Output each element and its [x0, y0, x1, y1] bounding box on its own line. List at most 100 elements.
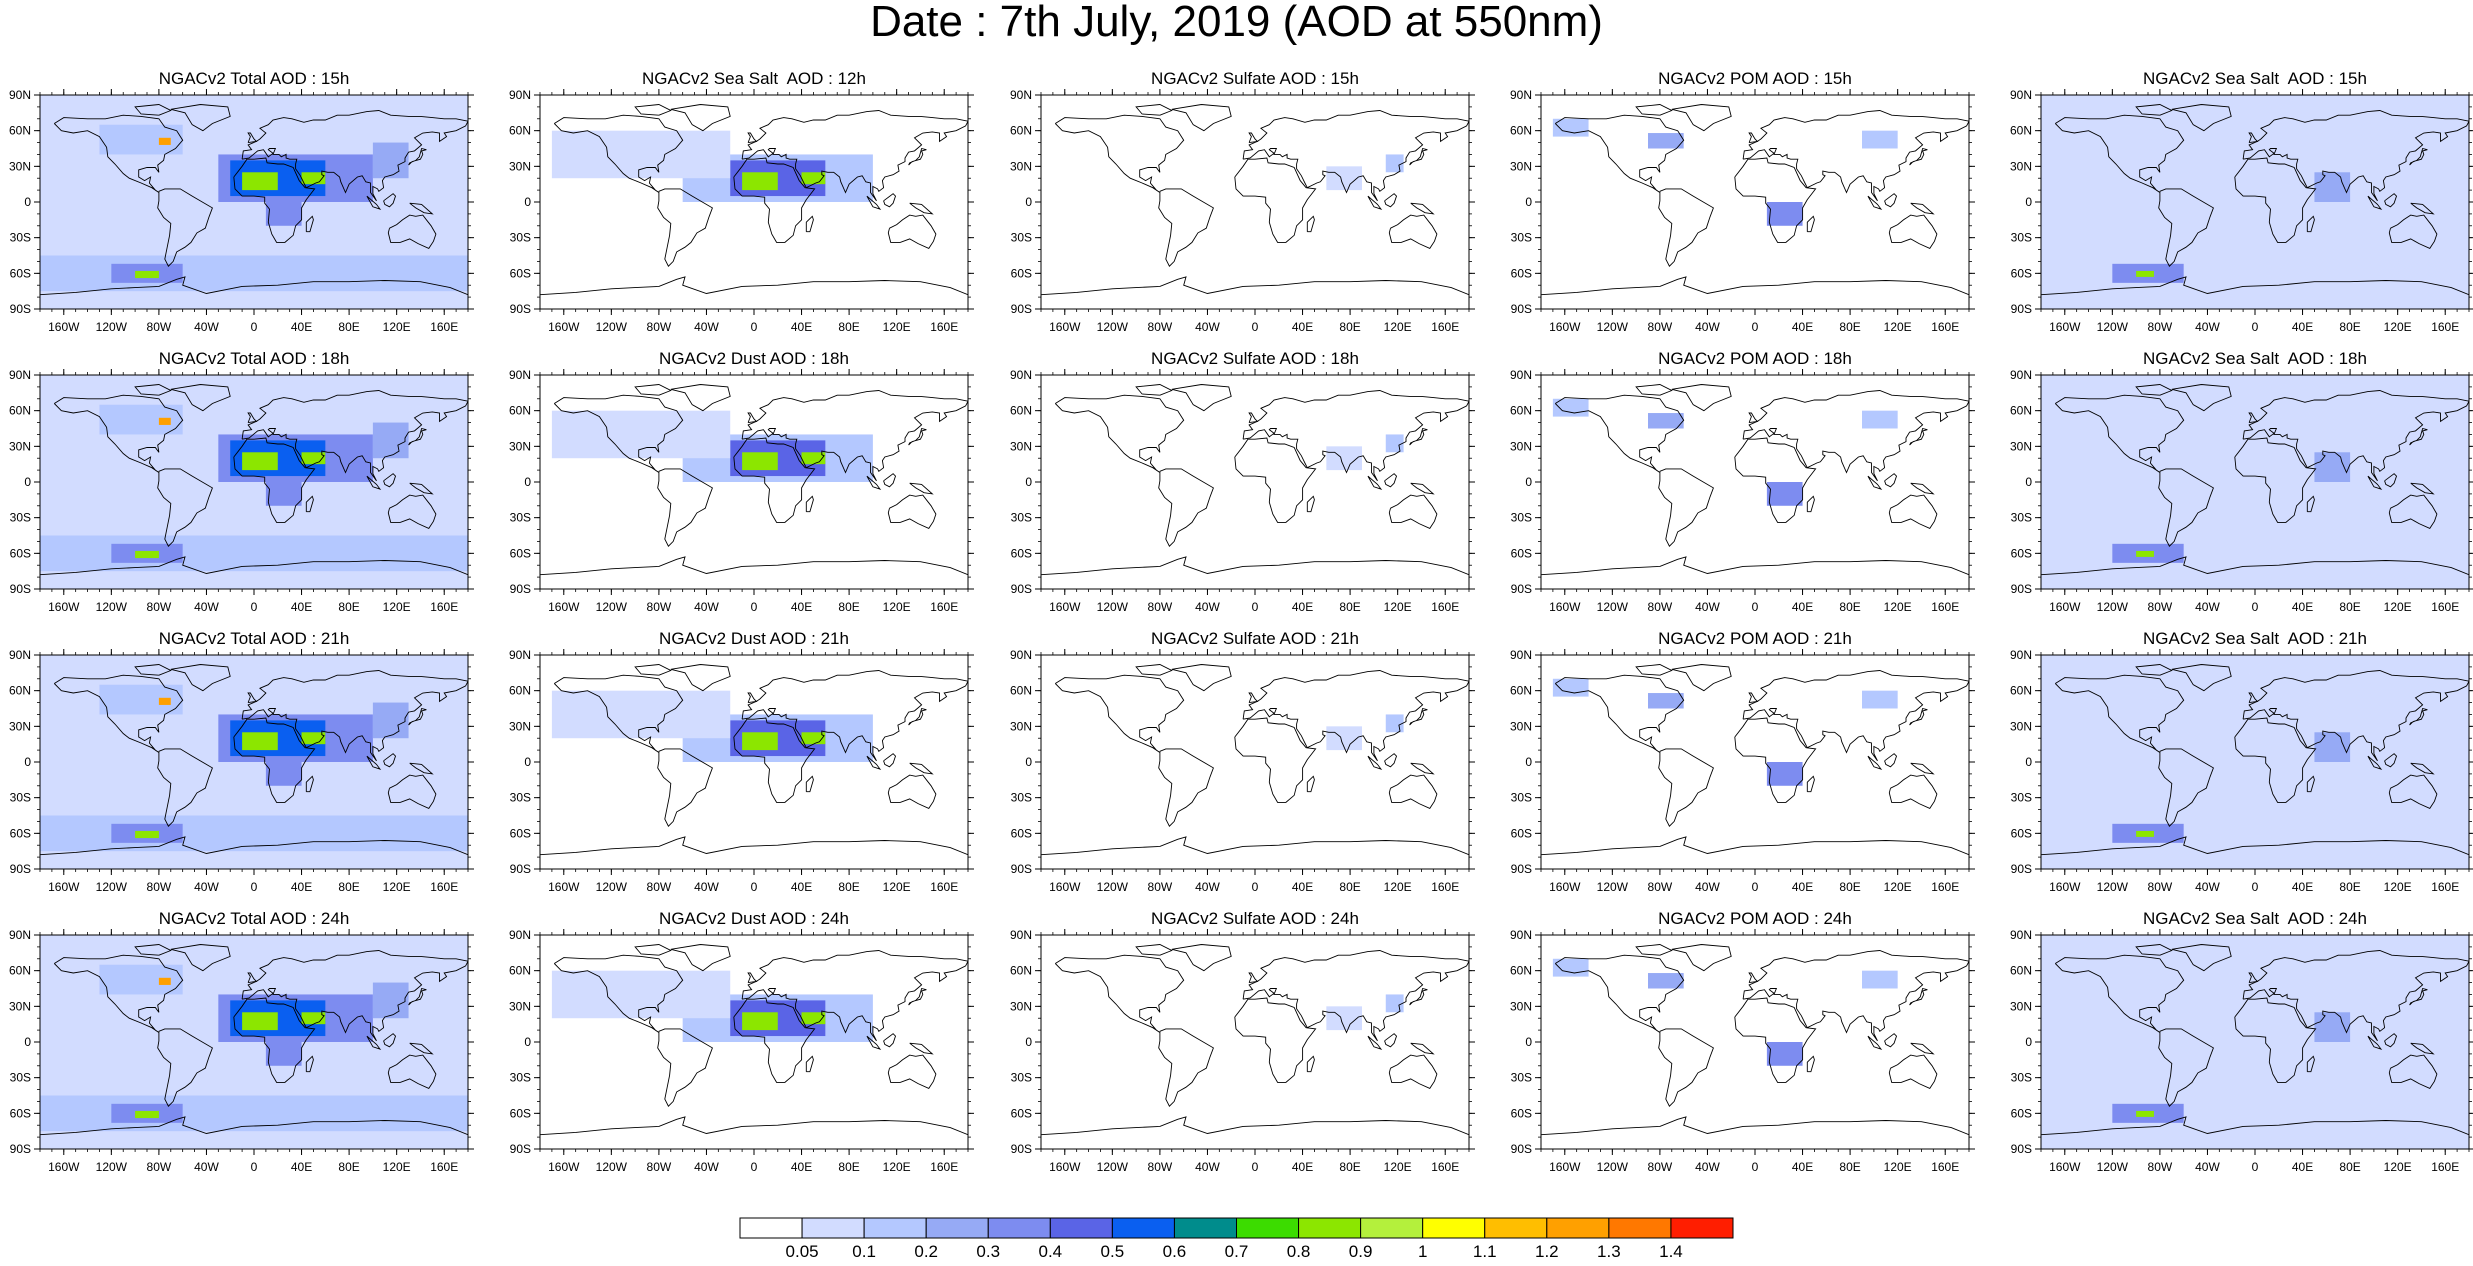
coastline: [670, 384, 731, 412]
coastline: [1041, 276, 1469, 296]
lon-tick-label: 160W: [548, 880, 580, 894]
coastline: [2242, 950, 2469, 1042]
coastline: [883, 473, 897, 488]
aod-field-region: [158, 137, 171, 145]
aod-field-region: [158, 977, 171, 985]
coastline: [733, 437, 816, 523]
coastline: [409, 1042, 434, 1055]
aod-field-region: [242, 1012, 278, 1031]
lon-tick-label: 120E: [2384, 1160, 2412, 1174]
panel-title: NGACv2 Sulfate AOD : 18h: [1151, 349, 1359, 368]
colorbar-swatch: [1670, 1217, 1734, 1239]
lon-tick-label: 80W: [147, 880, 172, 894]
aod-field-region: [301, 732, 326, 745]
lon-tick-label: 0: [1252, 320, 1259, 334]
aod-field-region: [372, 422, 409, 459]
map-panel: NGACv2 Dust AOD : 18h 90N 60N 30N 0 30S 60S 90S…: [509, 349, 974, 629]
aod-field-region: [1766, 202, 1803, 226]
lat-tick-label: 30N: [1510, 439, 1532, 453]
coastline: [887, 1054, 937, 1089]
lon-tick-label: 0: [751, 1160, 758, 1174]
coastline: [1671, 664, 1732, 692]
lon-tick-label: 160E: [2431, 1160, 2459, 1174]
lon-tick-label: 0: [2252, 880, 2259, 894]
lat-tick-label: 0: [524, 195, 531, 209]
map-plot: 90N 60N 30N 0 30S 60S 90S 160W 120W 80W 40W 0 40E 80E…: [1510, 368, 1975, 614]
lat-tick-label: 60N: [509, 964, 531, 978]
aod-field-region: [742, 452, 778, 471]
aod-field-region: [135, 550, 159, 559]
colorbar-swatch: [1111, 1217, 1175, 1239]
lon-tick-label: 120E: [883, 600, 911, 614]
coastline: [2388, 774, 2438, 809]
coastline: [1884, 473, 1898, 488]
lon-tick-label: 120E: [383, 880, 411, 894]
coastline: [1734, 717, 1817, 803]
coastline: [157, 748, 213, 827]
lat-tick-label: 90N: [1010, 368, 1032, 382]
coastline: [2409, 427, 2428, 446]
lon-tick-label: 160W: [1549, 1160, 1581, 1174]
coastline: [409, 202, 434, 215]
coastline: [1742, 950, 1969, 1042]
coastline: [157, 468, 213, 547]
aod-field-region: [801, 452, 826, 465]
lon-tick-label: 0: [251, 320, 258, 334]
coastline: [883, 1033, 897, 1048]
coastline: [1234, 437, 1317, 523]
coastline: [2171, 104, 2232, 132]
lat-tick-label: 90N: [2010, 368, 2032, 382]
coastline: [2054, 394, 2185, 473]
lon-tick-label: 80E: [1839, 880, 1860, 894]
lon-tick-label: 40E: [1792, 880, 1813, 894]
lon-tick-label: 120W: [596, 880, 628, 894]
coastline: [2158, 468, 2214, 547]
aod-field-region: [551, 130, 731, 179]
lat-tick-label: 60N: [509, 124, 531, 138]
lon-tick-label: 160E: [930, 320, 958, 334]
coastline: [383, 193, 397, 208]
coastline: [2242, 110, 2469, 202]
coastline: [1884, 753, 1898, 768]
lat-tick-label: 0: [2025, 755, 2032, 769]
lat-tick-label: 60N: [509, 684, 531, 698]
lat-tick-label: 90N: [9, 928, 31, 942]
lat-tick-label: 60N: [9, 684, 31, 698]
coastline: [387, 214, 437, 249]
coastline: [657, 468, 713, 547]
colorbar-label: 0.9: [1349, 1242, 1373, 1261]
lon-tick-label: 80E: [1339, 320, 1360, 334]
coastline: [2410, 1042, 2435, 1055]
coastline: [1171, 664, 1232, 692]
lon-tick-label: 160W: [1049, 880, 1081, 894]
coastline: [387, 1054, 437, 1089]
lat-tick-label: 30N: [1010, 159, 1032, 173]
aod-field-region: [801, 172, 826, 185]
lat-tick-label: 30S: [10, 1071, 31, 1085]
coastline: [908, 987, 927, 1006]
lon-tick-label: 120W: [96, 880, 128, 894]
coastline: [2367, 195, 2383, 210]
lon-tick-label: 160E: [430, 880, 458, 894]
lat-tick-label: 0: [2025, 1035, 2032, 1049]
lon-tick-label: 80W: [647, 600, 672, 614]
map-plot: 90N 60N 30N 0 30S 60S 90S 160W 120W 80W 40W 0 40E 80E…: [9, 88, 474, 334]
lon-tick-label: 160E: [2431, 320, 2459, 334]
map-panel: NGACv2 POM AOD : 18h 90N 60N 30N 0 30S 60S 90S 1…: [1510, 349, 1975, 629]
coastline: [1158, 748, 1214, 827]
coastline: [387, 774, 437, 809]
coastline: [657, 1028, 713, 1107]
lon-tick-label: 80E: [838, 320, 859, 334]
coastline: [866, 1035, 882, 1050]
lon-tick-label: 0: [2252, 320, 2259, 334]
coastline: [1410, 482, 1435, 495]
lon-tick-label: 120W: [1097, 600, 1129, 614]
lat-tick-label: 30S: [10, 791, 31, 805]
lon-tick-label: 120E: [2384, 320, 2412, 334]
lon-tick-label: 160E: [430, 320, 458, 334]
lon-tick-label: 80E: [1339, 600, 1360, 614]
coastline: [1867, 1035, 1883, 1050]
lon-tick-label: 0: [1252, 600, 1259, 614]
lon-tick-label: 160W: [1549, 880, 1581, 894]
coastline: [1909, 987, 1928, 1006]
